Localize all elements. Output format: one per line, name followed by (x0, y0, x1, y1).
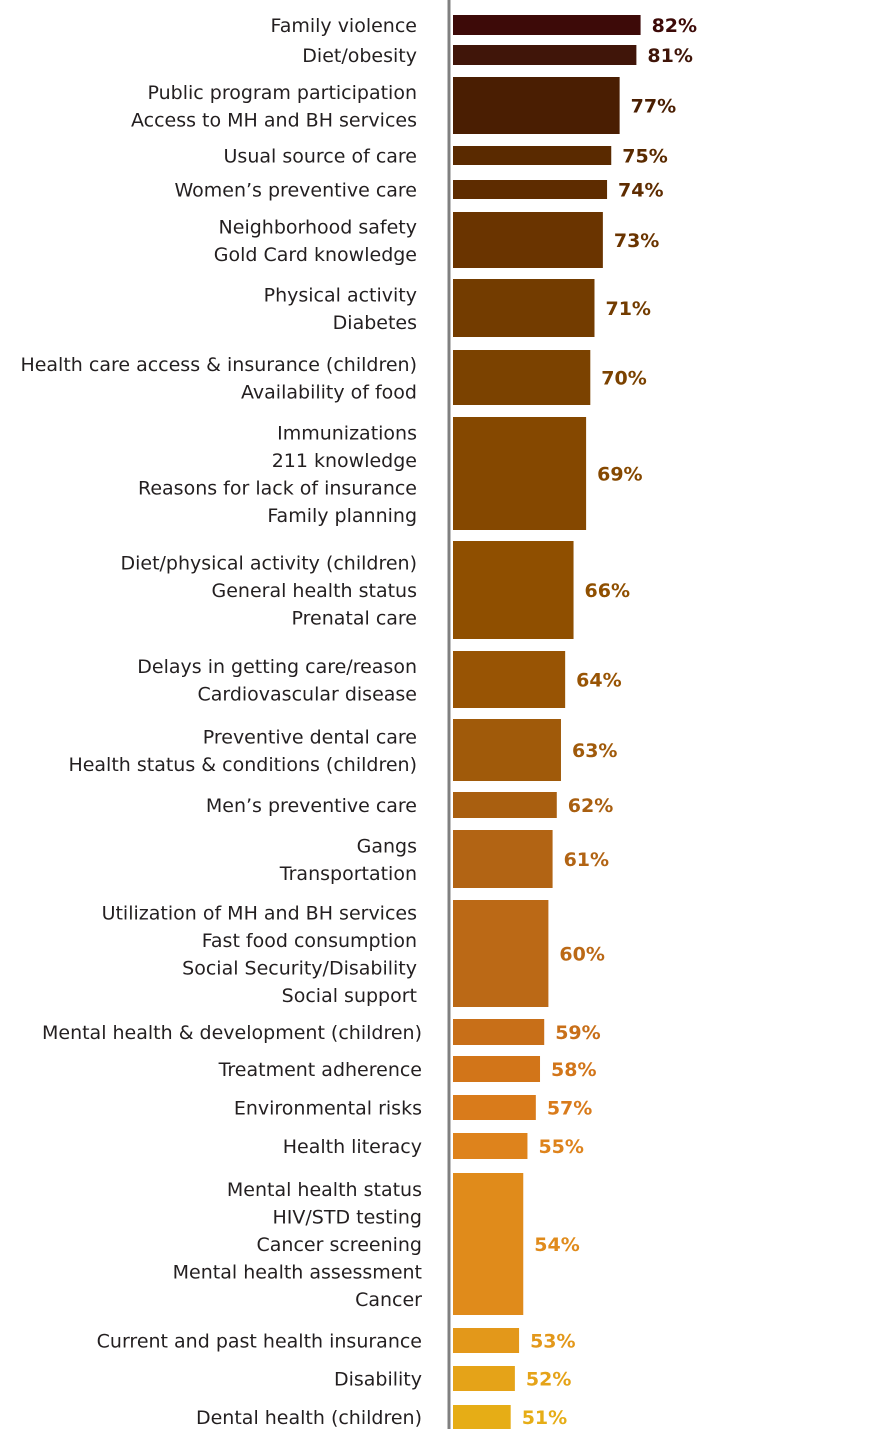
data-label-4: 74% (618, 180, 663, 202)
data-label-14: 60% (559, 944, 604, 966)
category-label: Mental health & development (children) (42, 1022, 422, 1044)
bar-12 (453, 792, 557, 818)
bar-0 (453, 15, 641, 35)
data-label-15: 59% (555, 1022, 600, 1044)
category-label: Family violence (271, 15, 417, 37)
data-label-8: 69% (597, 464, 642, 486)
bar-6 (453, 279, 595, 337)
category-label: Cancer screening (257, 1234, 422, 1256)
category-label: Men’s preventive care (206, 795, 417, 817)
data-label-22: 51% (522, 1407, 567, 1429)
bar-5 (453, 212, 603, 268)
bar-16 (453, 1056, 541, 1082)
data-label-6: 71% (605, 298, 650, 320)
data-label-10: 64% (576, 670, 621, 692)
category-label: Delays in getting care/reason (137, 656, 417, 678)
bar-10 (453, 651, 566, 708)
category-label: Transportation (279, 863, 417, 885)
category-label: Health literacy (283, 1136, 422, 1158)
bar-14 (453, 900, 549, 1007)
data-label-2: 77% (631, 96, 676, 118)
category-label: Mental health status (227, 1179, 422, 1201)
data-label-21: 52% (526, 1369, 571, 1391)
category-label: Disability (334, 1369, 422, 1391)
category-label: Women’s preventive care (174, 180, 417, 202)
bar-9 (453, 541, 574, 639)
category-label: Gangs (357, 835, 417, 857)
category-label: Preventive dental care (203, 726, 417, 748)
category-label: Utilization of MH and BH services (102, 902, 417, 924)
category-label: Diet/physical activity (children) (120, 553, 417, 575)
category-label: Public program participation (148, 82, 417, 104)
data-label-16: 58% (551, 1059, 596, 1081)
category-label: Social Security/Disability (182, 957, 417, 979)
category-label: Gold Card knowledge (214, 244, 417, 266)
bar-22 (453, 1405, 511, 1429)
data-label-11: 63% (572, 740, 617, 762)
category-label: Access to MH and BH services (131, 109, 417, 131)
bar-17 (453, 1095, 536, 1120)
category-label: Usual source of care (224, 146, 417, 168)
bar-3 (453, 146, 612, 165)
bar-8 (453, 417, 587, 530)
category-label: Family planning (267, 505, 417, 527)
data-label-19: 54% (534, 1234, 579, 1256)
category-label: Immunizations (277, 422, 417, 444)
category-label: Prenatal care (292, 608, 417, 630)
category-label: Health care access & insurance (children… (20, 354, 417, 376)
data-label-20: 53% (530, 1331, 575, 1353)
category-label: Neighborhood safety (219, 216, 417, 238)
category-label: Physical activity (264, 284, 417, 306)
category-label: General health status (212, 580, 417, 602)
category-label: Reasons for lack of insurance (138, 477, 417, 499)
data-label-7: 70% (601, 368, 646, 390)
bar-15 (453, 1019, 545, 1045)
category-label: Diabetes (333, 312, 417, 334)
category-label: Mental health assessment (173, 1262, 422, 1284)
bar-1 (453, 45, 637, 65)
data-label-5: 73% (614, 230, 659, 252)
data-label-9: 66% (585, 580, 630, 602)
data-label-3: 75% (622, 146, 667, 168)
bar-7 (453, 350, 591, 405)
category-label: Fast food consumption (202, 930, 417, 952)
data-label-12: 62% (568, 795, 613, 817)
bar-11 (453, 719, 561, 781)
bars-group: 82% Family violence 81% Diet/obesity 77% Publ… (20, 15, 697, 1429)
data-label-18: 55% (538, 1136, 583, 1158)
category-label: 211 knowledge (272, 450, 417, 472)
category-label: HIV/STD testing (273, 1207, 423, 1229)
data-label-13: 61% (564, 849, 609, 871)
data-label-1: 81% (647, 45, 692, 67)
bar-18 (453, 1133, 528, 1159)
category-label: Availability of food (241, 381, 417, 403)
category-label: Health status & conditions (children) (68, 754, 417, 776)
category-label: Social support (282, 985, 417, 1007)
category-label: Cancer (355, 1289, 422, 1311)
category-label: Cardiovascular disease (197, 683, 417, 705)
bar-21 (453, 1366, 515, 1391)
data-label-17: 57% (547, 1098, 592, 1120)
data-label-0: 82% (652, 15, 697, 37)
category-label: Environmental risks (234, 1098, 422, 1120)
bar-19 (453, 1173, 524, 1315)
bar-4 (453, 180, 608, 199)
category-label: Dental health (children) (196, 1407, 422, 1429)
category-label: Treatment adherence (218, 1059, 422, 1081)
bar-20 (453, 1328, 520, 1353)
bar-2 (453, 77, 620, 134)
category-label: Diet/obesity (302, 45, 417, 67)
category-label: Current and past health insurance (97, 1331, 422, 1353)
bar-13 (453, 830, 553, 888)
